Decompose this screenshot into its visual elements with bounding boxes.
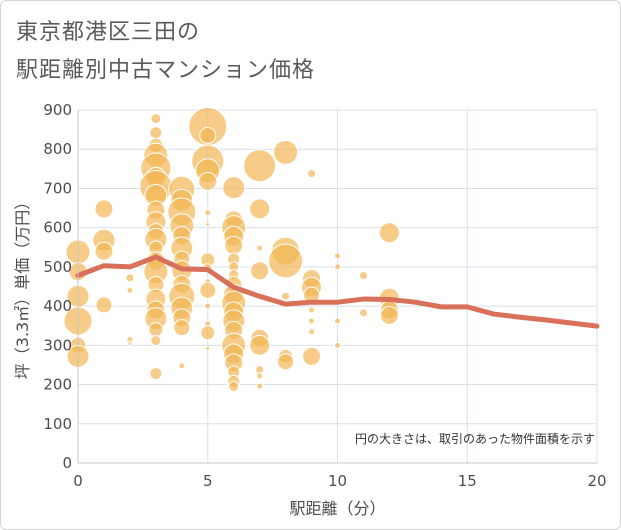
bubble-point — [178, 362, 186, 370]
bubble-point — [148, 322, 164, 338]
y-tick-label: 500 — [43, 258, 72, 276]
bubble-point — [126, 286, 134, 294]
bubble-point — [249, 198, 271, 220]
bubble-point — [256, 244, 264, 252]
bubble-point — [127, 340, 133, 346]
bubble-point — [198, 171, 218, 191]
bubble-point — [249, 334, 271, 356]
y-tick-label: 700 — [43, 179, 72, 197]
x-axis-label: 駅距離（分） — [289, 499, 385, 518]
bubble-point — [200, 325, 216, 341]
y-tick-label: 900 — [43, 101, 72, 119]
y-tick-label: 600 — [43, 219, 72, 237]
bubble-point — [358, 308, 368, 318]
bubble-point — [205, 345, 211, 351]
x-tick-label: 20 — [587, 472, 606, 490]
bubble-point — [281, 291, 291, 301]
bubble-point — [173, 319, 191, 337]
bubble-point — [149, 367, 163, 381]
bubble-point — [378, 222, 400, 244]
x-tick-label: 10 — [328, 472, 347, 490]
bubble-point — [308, 328, 316, 336]
trend-line — [75, 254, 600, 329]
bubble-point — [273, 139, 299, 165]
bubble-point — [94, 241, 114, 261]
x-tick-label: 0 — [73, 472, 83, 490]
bubble-point — [222, 176, 246, 200]
bubble-point — [277, 353, 295, 371]
bubble-point — [204, 302, 212, 310]
y-axis-label: 坪（3.3㎡）単価（万円） — [13, 194, 32, 379]
y-tick-label: 100 — [43, 415, 72, 433]
bubble-point — [150, 335, 162, 347]
bubble-point — [199, 281, 217, 299]
bubble-point — [95, 296, 113, 314]
bubble-point — [256, 382, 264, 390]
bubble-point — [379, 306, 399, 326]
bubble-point — [150, 113, 162, 125]
bubble-point — [228, 381, 240, 393]
bubble-point — [199, 126, 217, 144]
trend-line-layer — [75, 254, 600, 329]
bubble-point — [250, 261, 270, 281]
x-tick-label: 15 — [458, 472, 477, 490]
y-tick-label: 400 — [43, 297, 72, 315]
bubble-size-note: 円の大きさは、取引のあった物件面積を示す — [355, 431, 595, 446]
tick-labels-layer: 0 100 200 300 400 500 600 700 800 900 0 5 10 15 20 — [43, 101, 606, 490]
bubble-point — [334, 252, 341, 260]
chart-title-line-1: 東京都港区三田の — [16, 20, 201, 45]
y-tick-label: 0 — [62, 454, 72, 472]
bubble-point — [125, 273, 135, 283]
bubble-point — [307, 169, 317, 179]
bubble-point — [204, 209, 212, 217]
chart-title-line-2: 駅距離別中古マンション価格 — [16, 58, 316, 83]
bubble-point — [256, 372, 264, 380]
bubbles-layer — [63, 106, 400, 393]
bubble-point — [149, 126, 163, 140]
x-tick-label: 5 — [203, 472, 213, 490]
bubble-point — [205, 222, 211, 228]
bubble-point — [243, 149, 277, 183]
axes-layer — [77, 110, 597, 464]
bubble-point — [308, 306, 316, 314]
y-tick-label: 300 — [43, 336, 72, 354]
bubble-point — [308, 317, 316, 325]
bubble-point — [224, 235, 244, 255]
bubble-point — [334, 317, 341, 325]
bubble-point — [302, 346, 322, 366]
bubble-point — [268, 243, 304, 279]
bubble-point — [358, 271, 368, 281]
bubble-point — [334, 263, 341, 271]
bubble-point — [334, 341, 341, 349]
y-tick-label: 200 — [43, 376, 72, 394]
bubble-point — [94, 199, 114, 219]
y-tick-label: 800 — [43, 140, 72, 158]
